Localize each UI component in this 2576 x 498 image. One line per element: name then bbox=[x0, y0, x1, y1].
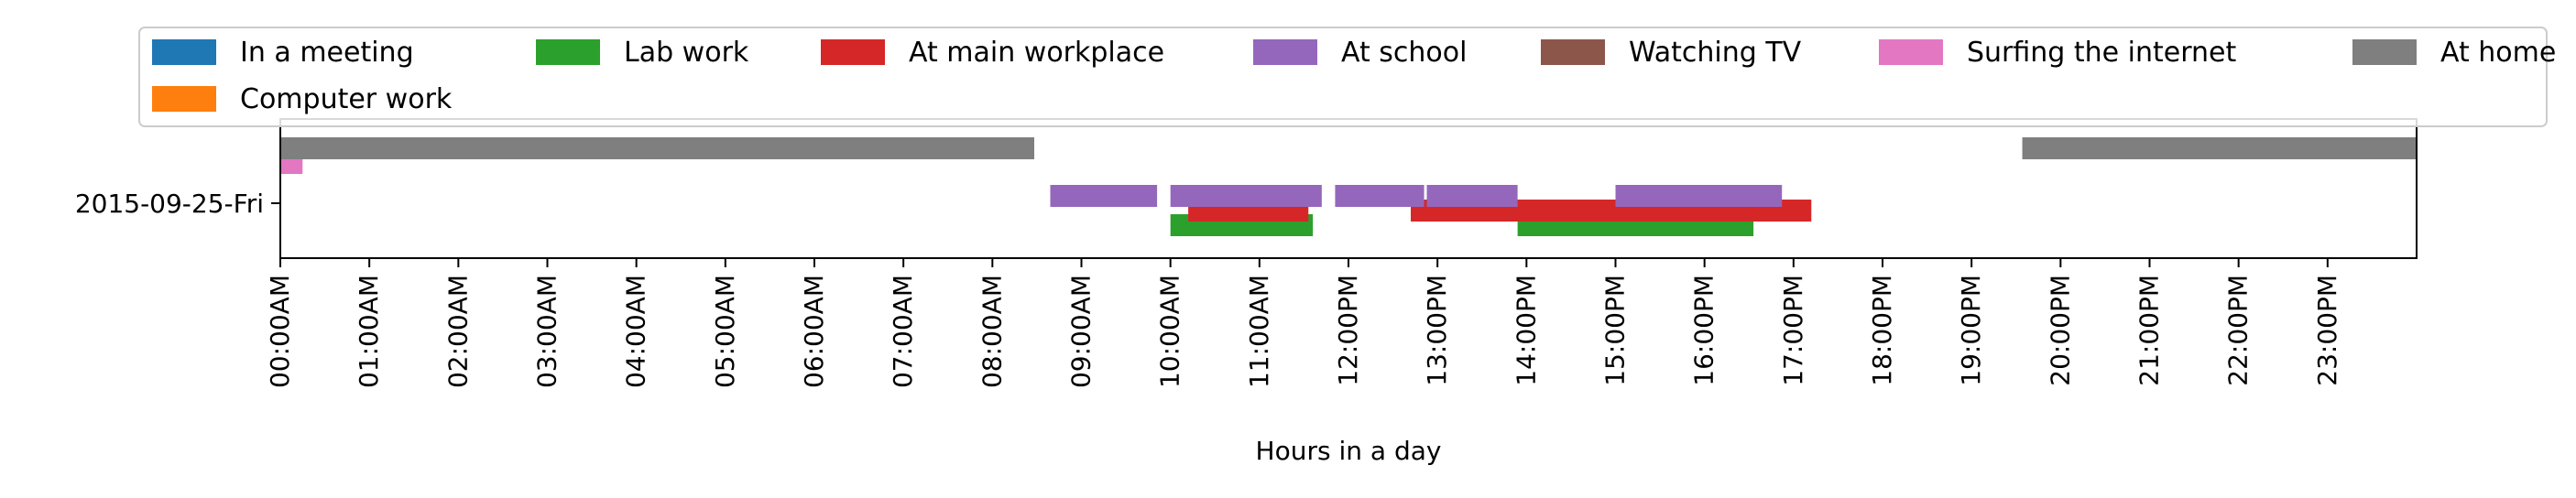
x-tick-label: 22:00PM bbox=[2223, 275, 2254, 386]
x-tick-label: 18:00PM bbox=[1867, 275, 1897, 386]
x-tick-label: 04:00AM bbox=[621, 275, 651, 388]
legend-swatch bbox=[536, 39, 600, 65]
x-tick-label: 01:00AM bbox=[354, 275, 384, 388]
legend-label: In a meeting bbox=[240, 37, 414, 69]
x-tick-label: 08:00AM bbox=[977, 275, 1007, 388]
x-tick-label: 02:00AM bbox=[442, 275, 473, 388]
bar-at-school-3 bbox=[1426, 185, 1518, 207]
legend-label: Watching TV bbox=[1629, 37, 1802, 69]
x-tick-label: 14:00PM bbox=[1511, 275, 1541, 386]
x-tick-label: 16:00PM bbox=[1689, 275, 1719, 386]
bar-at-school-4 bbox=[1615, 185, 1783, 207]
legend-swatch bbox=[1253, 39, 1317, 65]
legend-label: At school bbox=[1341, 37, 1467, 69]
bar-surfing-the-internet-0 bbox=[280, 159, 303, 174]
x-tick-label: 10:00AM bbox=[1155, 275, 1185, 388]
x-tick-label: 13:00PM bbox=[1422, 275, 1452, 386]
legend-label: At home bbox=[2440, 37, 2556, 69]
bar-at-school-1 bbox=[1170, 185, 1322, 207]
legend-swatch bbox=[2352, 39, 2417, 65]
x-tick-label: 15:00PM bbox=[1600, 275, 1631, 386]
x-tick-label: 06:00AM bbox=[799, 275, 829, 388]
x-tick-label: 09:00AM bbox=[1066, 275, 1097, 388]
x-tick-label: 00:00AM bbox=[265, 275, 295, 388]
legend-frame bbox=[138, 27, 2548, 127]
legend-swatch bbox=[152, 86, 216, 112]
bars-layer bbox=[280, 137, 2417, 236]
bar-at-home-1 bbox=[2022, 137, 2417, 159]
legend-label: Lab work bbox=[624, 37, 749, 69]
legend-swatch bbox=[821, 39, 885, 65]
x-tick-label: 19:00PM bbox=[1956, 275, 1986, 386]
bar-at-school-2 bbox=[1335, 185, 1424, 207]
y-tick-label: 2015-09-25-Fri bbox=[75, 189, 264, 219]
legend-swatch bbox=[1879, 39, 1943, 65]
bar-at-home-0 bbox=[280, 137, 1035, 159]
x-tick-label: 21:00PM bbox=[2134, 275, 2165, 386]
x-tick-label: 11:00AM bbox=[1244, 275, 1274, 388]
legend-label: At main workplace bbox=[909, 37, 1164, 69]
x-tick-label: 23:00PM bbox=[2312, 275, 2342, 386]
legend-swatch bbox=[152, 39, 216, 65]
legend-label: Surfing the internet bbox=[1967, 37, 2236, 69]
bar-at-school-0 bbox=[1050, 185, 1158, 207]
x-tick-label: 17:00PM bbox=[1778, 275, 1808, 386]
x-axis-label: Hours in a day bbox=[1256, 436, 1442, 466]
x-tick-label: 12:00PM bbox=[1333, 275, 1363, 386]
x-tick-label: 03:00AM bbox=[532, 275, 562, 388]
legend-label: Computer work bbox=[240, 83, 453, 115]
x-tick-label: 20:00PM bbox=[2045, 275, 2075, 386]
x-tick-label: 05:00AM bbox=[710, 275, 740, 388]
axis-layer: 00:00AM 01:00AM 02:00AM 03:00AM 04:00AM 05:00… bbox=[75, 189, 2342, 388]
x-tick-label: 07:00AM bbox=[888, 275, 918, 388]
legend: In a meeting Computer work Lab work At main… bbox=[138, 27, 2556, 127]
legend-swatch bbox=[1541, 39, 1605, 65]
